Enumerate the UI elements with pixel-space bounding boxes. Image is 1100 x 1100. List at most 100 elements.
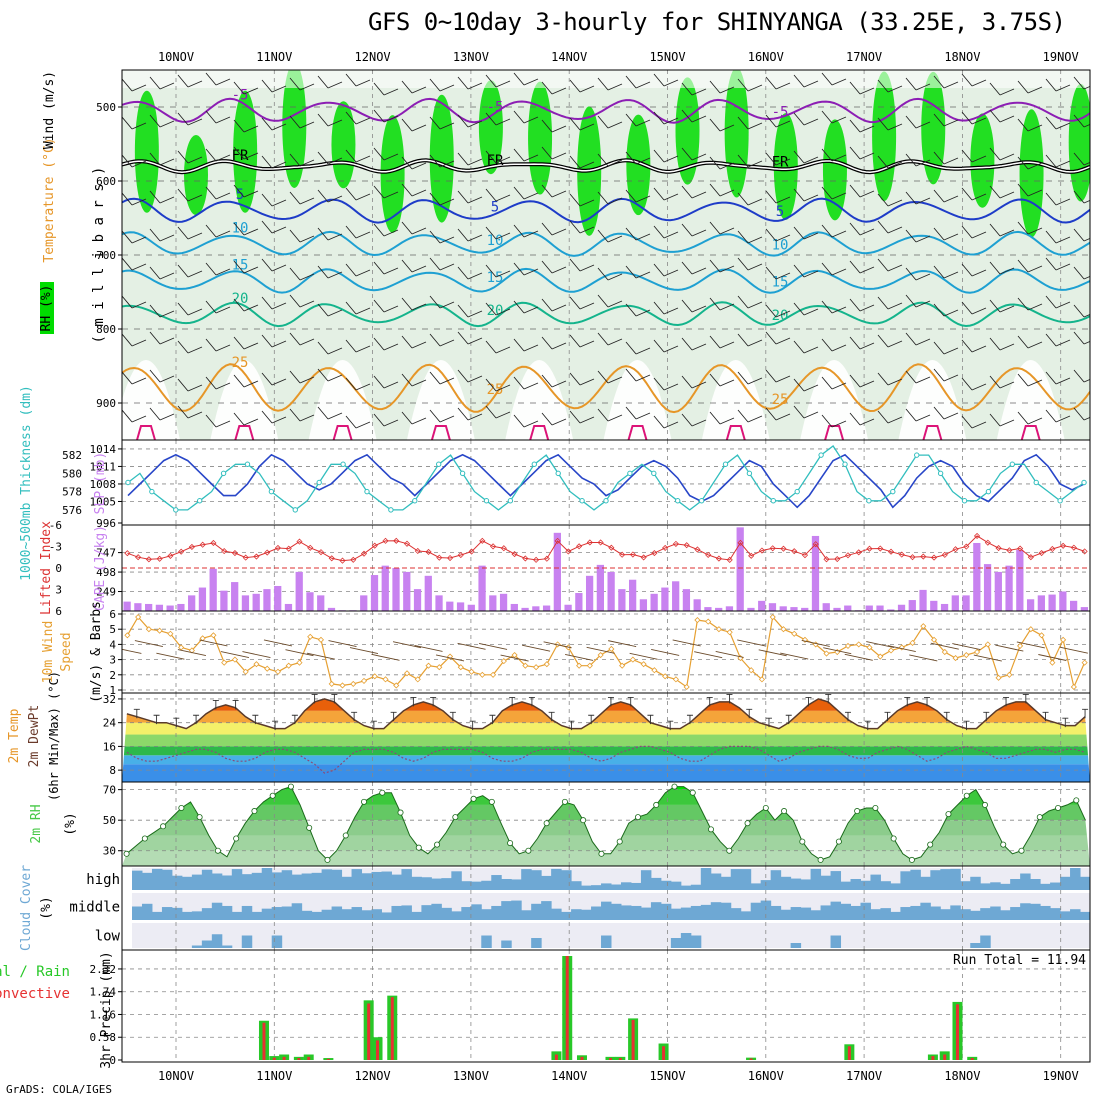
wind-barb xyxy=(317,368,343,382)
cloud-bar-middle xyxy=(132,906,143,920)
wind10-label-1: 10m Wind xyxy=(41,621,56,684)
chart-title: GFS 0~10day 3-hourly for SHINYANGA (33.2… xyxy=(368,8,1066,36)
rh2m-marker xyxy=(781,808,788,815)
cloud-bar-high xyxy=(790,878,802,890)
cape-bar xyxy=(994,571,1002,611)
cape-bar xyxy=(607,571,615,611)
cape-bar xyxy=(521,607,529,611)
lifted-index-marker xyxy=(608,544,615,551)
date-top-10NOV: 10NOV xyxy=(158,50,194,64)
wind10-marker xyxy=(769,613,776,621)
lifted-index-marker xyxy=(145,556,152,563)
wind-barb xyxy=(429,295,455,309)
rh2m-marker xyxy=(671,783,678,790)
temp-contour-30 xyxy=(627,425,648,440)
precip-conv-bar xyxy=(580,1056,584,1060)
cloud-bar-middle xyxy=(840,903,851,920)
cloud-bar-high xyxy=(521,869,532,890)
wind-barb xyxy=(737,371,763,385)
wind10-barb xyxy=(866,641,895,649)
wind-barb xyxy=(625,368,651,382)
wind-barb xyxy=(149,228,175,242)
wind-barb xyxy=(793,405,819,419)
cloud-bar-middle xyxy=(551,908,562,920)
wind-barb xyxy=(457,190,483,204)
lifted-index-marker xyxy=(866,545,873,552)
wind-barb xyxy=(261,193,287,207)
wind-barb xyxy=(653,225,679,239)
cloud-bar-high xyxy=(1000,883,1011,890)
wind-barb xyxy=(122,192,147,206)
date-top-16NOV: 16NOV xyxy=(748,50,784,64)
wind-barb xyxy=(261,79,287,93)
cloud-bar-middle xyxy=(361,910,372,920)
wind10-marker xyxy=(1070,683,1077,691)
cape-bar xyxy=(790,607,798,611)
dry-boundary-layer xyxy=(308,360,377,440)
wind10-marker xyxy=(307,633,314,640)
wind-barb xyxy=(961,339,987,353)
wind-barb xyxy=(989,223,1015,237)
temp-contour-30 xyxy=(234,425,255,440)
wind-barb xyxy=(177,112,203,126)
wind10-marker xyxy=(274,668,282,675)
contour-label-15: 15 xyxy=(232,258,249,274)
wind-barb xyxy=(345,301,371,315)
lifted-index-marker xyxy=(737,539,744,546)
footer-credit: GrADS: COLA/IGES xyxy=(6,1083,112,1096)
cloud-bar-middle xyxy=(191,911,203,920)
lifted-index-marker xyxy=(586,539,593,546)
cloud-bar-middle xyxy=(471,904,482,920)
thickness-marker xyxy=(244,461,251,467)
cape-bar xyxy=(413,589,422,611)
wind-barb xyxy=(905,332,931,346)
wind10-marker xyxy=(823,650,830,657)
rh2m-marker xyxy=(872,804,879,811)
wind-barb xyxy=(485,302,511,316)
wind-barb xyxy=(457,369,483,383)
wind-barb xyxy=(317,341,343,355)
cape-bar xyxy=(188,595,196,611)
cape-bar xyxy=(1069,600,1078,611)
cape-bar xyxy=(575,593,583,611)
wind-barb xyxy=(457,152,483,166)
lifted-index-marker xyxy=(360,550,368,557)
wind-barb xyxy=(1045,371,1071,385)
cloud-bar-middle xyxy=(950,905,961,920)
minmax-whisker xyxy=(370,720,377,731)
wind-barb xyxy=(821,224,847,238)
wind-barb xyxy=(737,295,763,309)
cape-bar xyxy=(801,607,809,611)
precip-tick-1.16: 1.16 xyxy=(90,1008,117,1021)
rh-high-area xyxy=(773,113,798,220)
wind-barb xyxy=(457,266,483,280)
wind-barb xyxy=(989,375,1015,389)
wind-barb xyxy=(793,302,819,316)
temp2m-line xyxy=(126,698,1086,730)
wind-barb xyxy=(821,110,847,124)
cloud-bar-high xyxy=(411,876,422,890)
wind10-marker xyxy=(640,661,647,668)
wind-barb xyxy=(793,74,819,88)
minmax-whisker xyxy=(232,699,239,710)
wind-barb xyxy=(373,413,399,427)
cloud-bar-high xyxy=(980,883,991,890)
temp2m-tick-16: 16 xyxy=(103,740,116,753)
wind10-barb xyxy=(263,639,293,647)
wind-barb xyxy=(485,378,511,392)
wind10-marker xyxy=(930,636,938,643)
rh-high-area xyxy=(478,80,503,175)
wind-barb xyxy=(793,378,819,392)
cloud-bar-high xyxy=(251,872,263,890)
cloud-bar-middle xyxy=(690,905,702,920)
wind10-marker xyxy=(715,626,722,633)
wind10-marker xyxy=(758,676,766,683)
wind-barb xyxy=(149,152,175,166)
cape-bar xyxy=(177,603,185,611)
wind-barb xyxy=(905,191,931,205)
rh-high-area xyxy=(184,135,208,215)
lifted-index-marker xyxy=(500,545,507,552)
wind10-marker xyxy=(490,671,497,678)
lifted-index-marker xyxy=(995,545,1002,552)
